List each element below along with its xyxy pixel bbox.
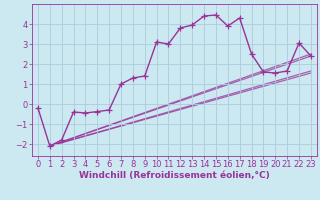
X-axis label: Windchill (Refroidissement éolien,°C): Windchill (Refroidissement éolien,°C) [79, 171, 270, 180]
